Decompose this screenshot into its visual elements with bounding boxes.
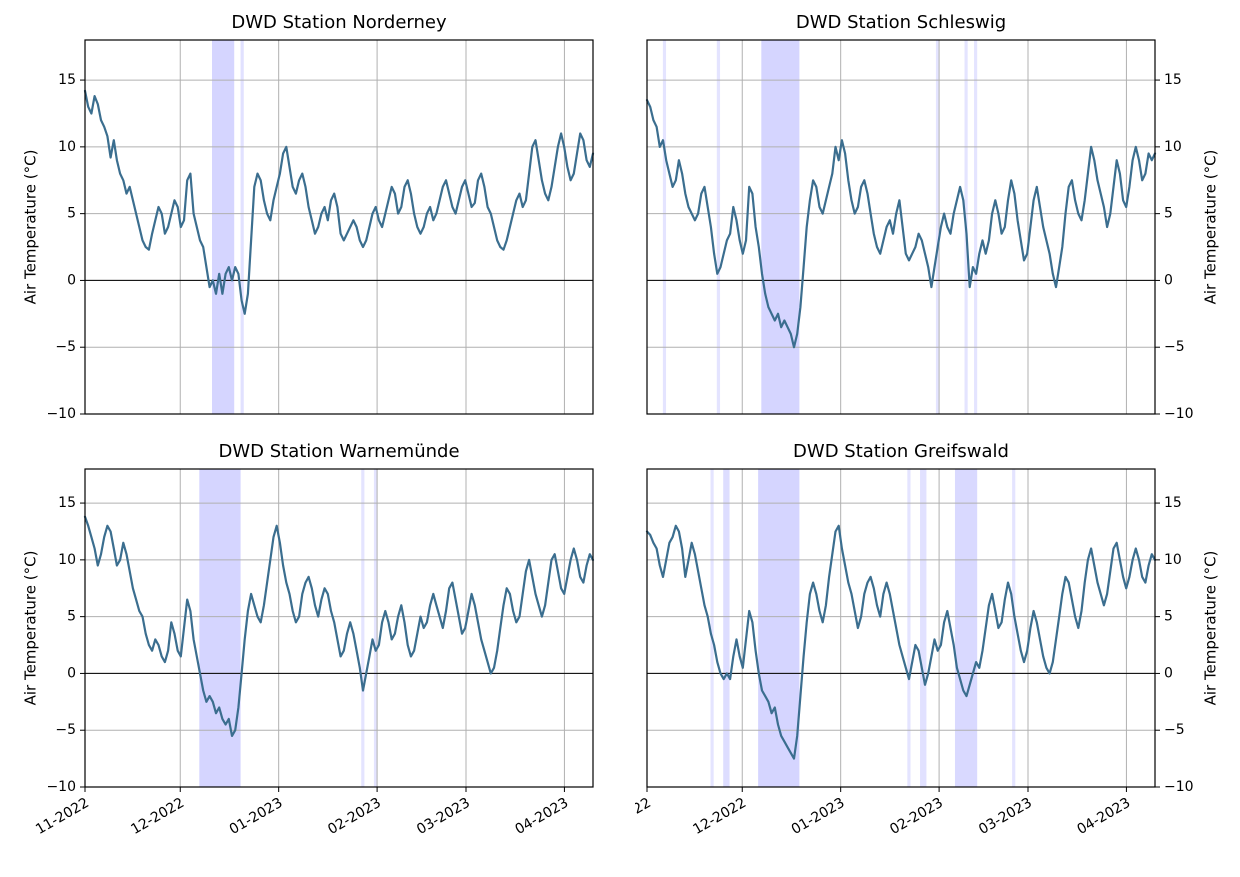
highlight-band <box>241 40 244 414</box>
ytick-label: −10 <box>1164 779 1194 795</box>
chart-svg-schleswig: −10 −5 0 5 10 15 Air Temperature (°C) DWD Stati… <box>635 10 1225 429</box>
highlight-band <box>974 40 977 414</box>
panel-norderney: −10 −5 0 5 10 15 Air Temperature (°C) DWD Stati… <box>15 10 605 429</box>
chart-svg-norderney: −10 −5 0 5 10 15 Air Temperature (°C) DWD Stati… <box>15 10 605 429</box>
ytick-label: 5 <box>1164 206 1173 222</box>
xtick-label: 12-2022 <box>690 795 749 838</box>
ytick-label: 15 <box>58 495 76 511</box>
highlight-band <box>907 469 910 787</box>
xtick-label: 11-2022 <box>635 795 654 838</box>
chart-grid: −10 −5 0 5 10 15 Air Temperature (°C) DWD Stati… <box>0 0 1240 877</box>
xtick-label: 03-2023 <box>414 795 473 838</box>
ytick-label: −10 <box>1164 406 1194 422</box>
highlight-band <box>717 40 720 414</box>
chart-title: DWD Station Warnemünde <box>218 441 459 462</box>
ytick-label: −10 <box>46 779 76 795</box>
chart-title: DWD Station Norderney <box>231 12 447 33</box>
highlight-band <box>199 469 240 787</box>
ytick-label: 10 <box>1164 552 1182 568</box>
ytick-label: −5 <box>55 339 76 355</box>
ytick-label: 5 <box>67 609 76 625</box>
highlight-band <box>758 469 799 787</box>
highlight-band <box>663 40 666 414</box>
ytick-label: −5 <box>1164 339 1185 355</box>
highlight-band <box>723 469 729 787</box>
y-axis-label: Air Temperature (°C) <box>22 150 40 305</box>
ytick-label: 5 <box>67 206 76 222</box>
ytick-label: 0 <box>1164 665 1173 681</box>
xtick-label: 03-2023 <box>976 795 1035 838</box>
ytick-label: −5 <box>1164 722 1185 738</box>
panel-greifswald: −10 −5 0 5 10 15 11-2022 12-2022 01-2023 02-2023 0… <box>635 439 1225 857</box>
highlight-band <box>361 469 364 787</box>
xtick-label: 04-2023 <box>513 795 572 838</box>
xtick-label: 11-2022 <box>33 795 92 838</box>
chart-title: DWD Station Greifswald <box>793 441 1009 462</box>
y-axis-label: Air Temperature (°C) <box>22 551 40 706</box>
ytick-label: 0 <box>1164 272 1173 288</box>
ytick-label: 15 <box>1164 495 1182 511</box>
highlight-band <box>920 469 926 787</box>
highlight-band <box>1012 469 1015 787</box>
xtick-label: 12-2022 <box>128 795 187 838</box>
chart-svg-warnemuende: −10 −5 0 5 10 15 11-2022 12-2022 01-2023 02-2023 0… <box>15 439 605 857</box>
ytick-label: 0 <box>67 665 76 681</box>
ytick-label: −10 <box>46 406 76 422</box>
xtick-label: 01-2023 <box>789 795 848 838</box>
ytick-label: 15 <box>1164 72 1182 88</box>
ytick-label: 10 <box>58 552 76 568</box>
ytick-label: 10 <box>1164 139 1182 155</box>
panel-warnemuende: −10 −5 0 5 10 15 11-2022 12-2022 01-2023 02-2023 0… <box>15 439 605 857</box>
ytick-label: 10 <box>58 139 76 155</box>
ytick-label: −5 <box>55 722 76 738</box>
xtick-label: 02-2023 <box>887 795 946 838</box>
ytick-label: 0 <box>67 272 76 288</box>
highlight-band <box>955 469 977 787</box>
ytick-label: 15 <box>58 72 76 88</box>
highlight-band <box>761 40 799 414</box>
y-axis-label: Air Temperature (°C) <box>1202 551 1220 706</box>
highlight-band <box>212 40 234 414</box>
chart-svg-greifswald: −10 −5 0 5 10 15 11-2022 12-2022 01-2023 02-2023 0… <box>635 439 1225 857</box>
y-axis-label: Air Temperature (°C) <box>1202 150 1220 305</box>
xtick-label: 04-2023 <box>1075 795 1134 838</box>
xtick-label: 01-2023 <box>227 795 286 838</box>
xtick-label: 02-2023 <box>325 795 384 838</box>
ytick-label: 5 <box>1164 609 1173 625</box>
panel-schleswig: −10 −5 0 5 10 15 Air Temperature (°C) DWD Stati… <box>635 10 1225 429</box>
chart-title: DWD Station Schleswig <box>796 12 1006 33</box>
highlight-band <box>711 469 714 787</box>
